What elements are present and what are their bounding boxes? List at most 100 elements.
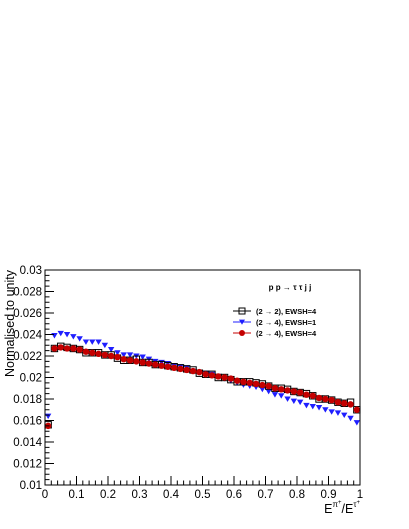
- data-point: [227, 375, 235, 382]
- data-point: [63, 331, 71, 338]
- x-tick-label: 0.9: [321, 489, 337, 501]
- data-point: [328, 396, 335, 404]
- data-markers: [44, 330, 361, 430]
- data-point: [120, 352, 127, 358]
- x-tick-label: 1: [357, 489, 363, 501]
- legend-label: (2 → 4), EWSH=1: [256, 318, 316, 327]
- data-point: [296, 399, 304, 406]
- y-tick-labels: 0.01 0.012 0.014 0.016 0.018 0.02 0.022 0.024 0.…: [13, 265, 42, 492]
- legend-label: (2 → 4), EWSH=4: [256, 329, 317, 338]
- data-point: [76, 346, 83, 353]
- data-point: [347, 401, 354, 408]
- data-point: [309, 392, 316, 399]
- data-point: [315, 405, 323, 411]
- y-tick-label: 0.02: [20, 373, 42, 385]
- data-point: [89, 339, 96, 345]
- legend-marker: [239, 319, 245, 325]
- data-point: [233, 377, 241, 384]
- data-point: [82, 339, 90, 345]
- y-axis-title: Normalised to unity: [3, 269, 17, 377]
- x-tick-label: 0.8: [289, 489, 305, 501]
- process-label: p p → τ τ j j: [269, 283, 312, 292]
- x-axis-title: Eπ+/Eτ+: [324, 500, 360, 516]
- legend-label: (2 → 2), EWSH=4: [256, 307, 317, 316]
- x-tick-labels: 0 0.1 0.2 0.3 0.4 0.5 0.6 0.7 0.8 0.9 1: [42, 489, 363, 501]
- data-point: [284, 396, 291, 402]
- data-point: [246, 379, 253, 387]
- x-tick-label: 0.7: [258, 489, 274, 501]
- data-point: [133, 358, 140, 365]
- x-tick-label: 0.3: [132, 489, 148, 501]
- data-point: [221, 374, 228, 381]
- data-point: [114, 350, 121, 356]
- data-point: [252, 380, 260, 388]
- data-point: [296, 389, 304, 396]
- data-point: [278, 393, 285, 399]
- x-tick-label: 0: [42, 489, 48, 501]
- legend-marker: [238, 307, 246, 315]
- data-point: [70, 334, 77, 340]
- data-point: [158, 362, 165, 369]
- data-point: [95, 339, 102, 345]
- data-point: [322, 407, 329, 413]
- data-point: [57, 330, 64, 337]
- data-point: [164, 363, 172, 370]
- data-point: [341, 412, 348, 419]
- data-point: [347, 415, 354, 422]
- data-point: [240, 378, 247, 385]
- data-point: [303, 391, 310, 398]
- axis-ticks: [44, 269, 361, 486]
- y-tick-label: 0.03: [20, 265, 42, 277]
- data-point: [202, 371, 209, 378]
- data-point: [334, 410, 342, 416]
- x-tick-label: 0.4: [163, 489, 180, 501]
- data-point: [70, 345, 77, 352]
- data-point: [196, 368, 203, 376]
- legend-marker: [239, 330, 245, 336]
- data-point: [101, 351, 109, 359]
- data-point: [177, 365, 184, 373]
- data-point: [353, 406, 361, 413]
- data-point: [183, 366, 190, 374]
- legend: (2 → 2), EWSH=4 (2 → 4), EWSH=1 (2 → 4), E…: [233, 307, 317, 338]
- x-tick-label: 0.1: [69, 489, 85, 501]
- data-point: [215, 373, 222, 380]
- y-tick-label: 0.018: [13, 394, 42, 406]
- y-tick-label: 0.022: [13, 351, 42, 363]
- data-point: [189, 367, 197, 375]
- data-point: [170, 364, 178, 372]
- data-point: [44, 413, 52, 420]
- data-point: [145, 360, 153, 367]
- data-point: [341, 400, 348, 407]
- data-point: [89, 349, 96, 356]
- data-point: [322, 395, 329, 403]
- y-tick-label: 0.016: [13, 416, 42, 428]
- data-point: [152, 361, 159, 368]
- data-point: [271, 392, 279, 398]
- data-point: [126, 357, 134, 364]
- data-point: [315, 394, 323, 402]
- data-point: [303, 402, 310, 409]
- data-point: [51, 345, 58, 352]
- y-tick-label: 0.012: [13, 459, 42, 471]
- data-point: [107, 352, 115, 360]
- data-point: [284, 387, 291, 394]
- data-point: [63, 345, 71, 352]
- data-point: [259, 381, 266, 389]
- data-point: [120, 356, 127, 363]
- data-point: [353, 420, 361, 426]
- data-point: [290, 388, 298, 395]
- y-tick-label: 0.01: [20, 480, 42, 492]
- data-point: [57, 344, 64, 351]
- data-point: [139, 359, 146, 366]
- x-tick-label: 0.2: [100, 489, 116, 501]
- data-point: [290, 398, 298, 405]
- data-point: [76, 336, 83, 342]
- data-point: [126, 352, 134, 358]
- data-point: [265, 382, 272, 390]
- data-point: [51, 333, 58, 339]
- data-point: [328, 409, 335, 415]
- y-tick-label: 0.014: [13, 437, 42, 449]
- data-point: [271, 385, 279, 392]
